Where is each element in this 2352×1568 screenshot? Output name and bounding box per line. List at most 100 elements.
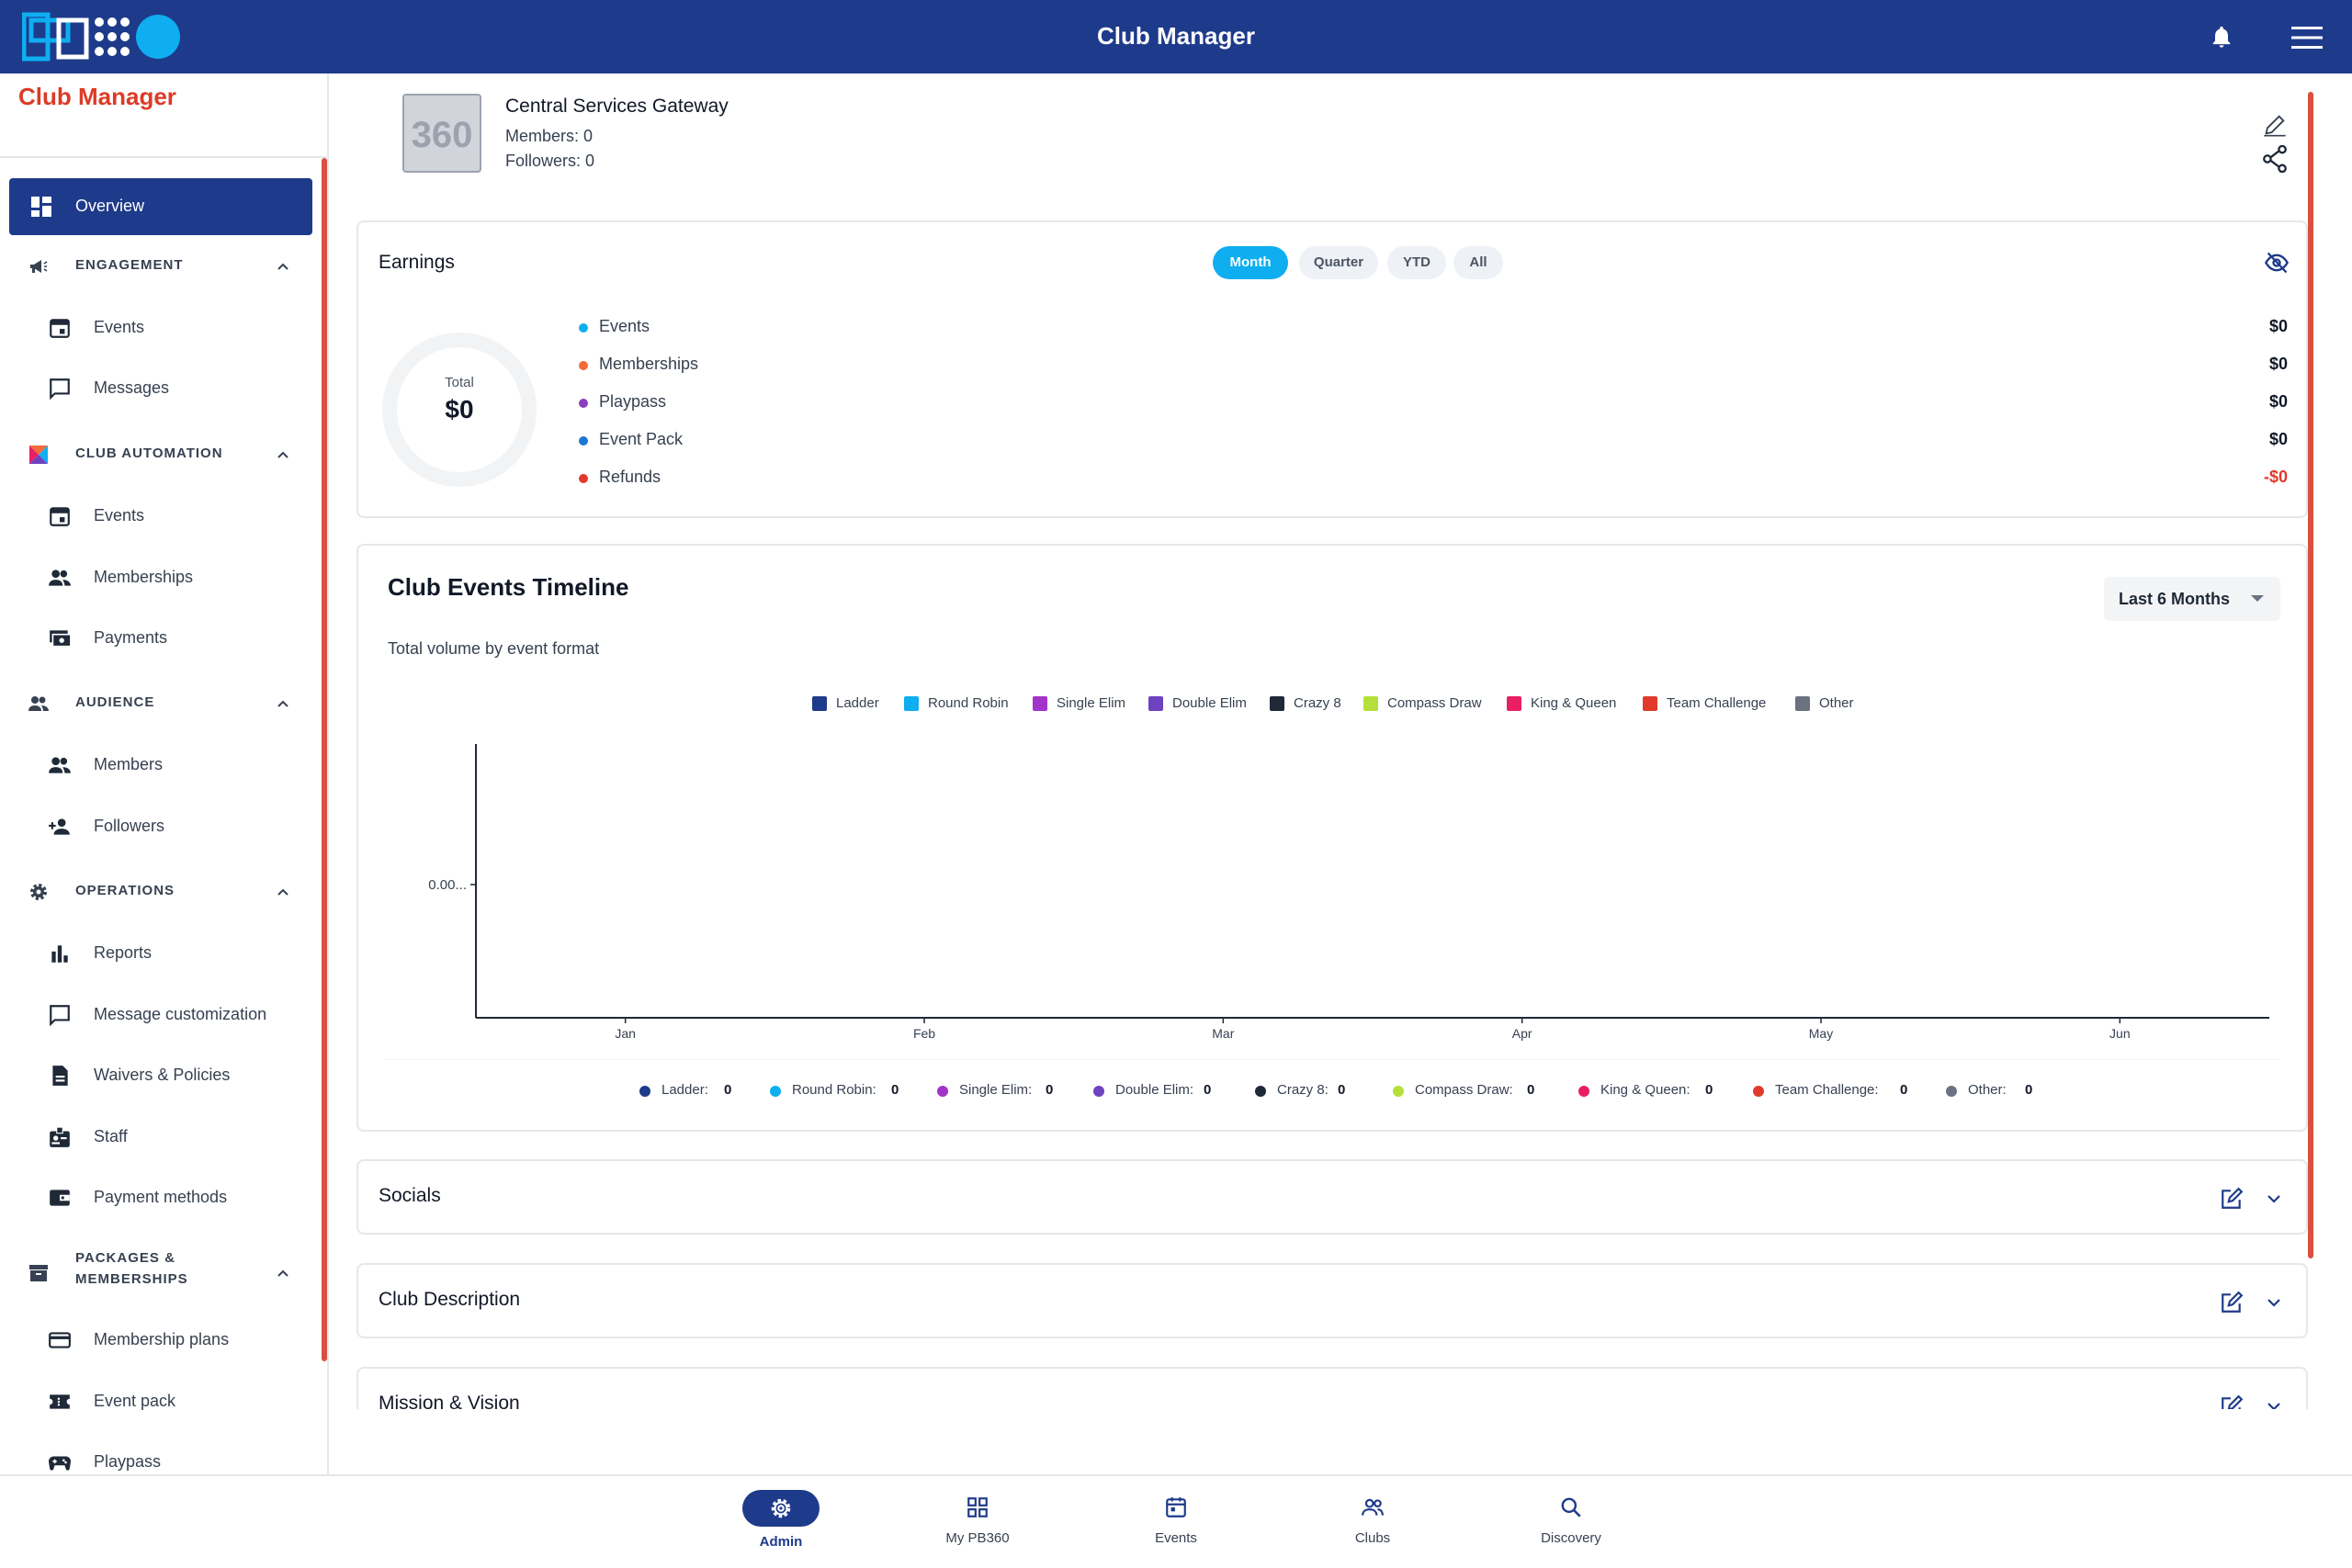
menu-icon[interactable] — [2291, 26, 2323, 50]
earnings-title: Earnings — [379, 252, 455, 273]
chevron-up-icon[interactable] — [274, 257, 292, 276]
summary-dot — [937, 1086, 948, 1097]
section-audience[interactable]: AUDIENCE — [0, 685, 327, 722]
legend-swatch — [1643, 696, 1657, 711]
chevron-down-icon[interactable] — [2264, 1189, 2284, 1209]
pb360-logo[interactable] — [22, 11, 206, 62]
summary-dot — [1093, 1086, 1104, 1097]
chevron-down-icon[interactable] — [2264, 1292, 2284, 1313]
legend-dot — [579, 399, 588, 408]
earnings-card: Earnings Month Quarter YTD All Total $0 … — [356, 220, 2308, 518]
legend-swatch — [1507, 696, 1521, 711]
earnings-donut: Total $0 — [382, 333, 537, 487]
section-engagement[interactable]: ENGAGEMENT — [0, 248, 327, 285]
socials-accordion[interactable]: Socials — [356, 1159, 2308, 1235]
sidebar-item-engagement-events[interactable]: Events — [0, 307, 312, 349]
legend-swatch — [1363, 696, 1378, 711]
eye-off-icon[interactable] — [2264, 250, 2290, 276]
sidebar-item-followers[interactable]: Followers — [0, 806, 312, 848]
edit-icon[interactable] — [2220, 1394, 2244, 1409]
earnings-row-label: Event Pack — [599, 430, 684, 448]
sidebar-item-label: Event pack — [94, 1392, 176, 1410]
section-label: OPERATIONS — [75, 883, 175, 898]
earnings-row-label: Refunds — [599, 468, 662, 486]
summary-value: 0 — [1705, 1082, 1713, 1098]
sidebar-item-payment-methods[interactable]: Payment methods — [0, 1177, 312, 1219]
timeline-subtitle: Total volume by event format — [388, 639, 600, 658]
period-all-tab[interactable]: All — [1453, 246, 1503, 279]
sidebar-item-label: Membership plans — [94, 1330, 230, 1348]
edit-icon[interactable] — [2220, 1187, 2244, 1211]
edit-icon[interactable] — [2220, 1291, 2244, 1314]
mission-vision-accordion[interactable]: Mission & Vision — [356, 1367, 2308, 1409]
sidebar-item-messages[interactable]: Messages — [0, 367, 312, 410]
summary-dot — [1255, 1086, 1266, 1097]
bar-chart-icon — [51, 945, 68, 963]
legend-swatch — [1148, 696, 1163, 711]
main-scrollbar[interactable] — [2308, 92, 2313, 1258]
payments-icon — [50, 630, 72, 648]
summary-label: Ladder: — [662, 1082, 708, 1098]
section-club-automation[interactable]: CLUB AUTOMATION — [0, 436, 327, 473]
wallet-icon — [50, 1190, 70, 1206]
chevron-down-icon[interactable] — [2264, 1396, 2284, 1409]
sidebar-item-memberships[interactable]: Memberships — [0, 557, 312, 599]
bell-icon[interactable] — [2209, 24, 2234, 50]
earnings-row: Refunds -$0 — [579, 465, 2288, 492]
club-description-accordion[interactable]: Club Description — [356, 1263, 2308, 1338]
accordion-title: Club Description — [379, 1289, 521, 1310]
legend-label: King & Queen — [1531, 695, 1617, 711]
earnings-row-label: Memberships — [599, 355, 699, 373]
summary-dot — [1753, 1086, 1764, 1097]
earnings-row: Event Pack $0 — [579, 427, 2288, 455]
sidebar-item-staff[interactable]: Staff — [0, 1116, 312, 1158]
sidebar-item-playpass[interactable]: Playpass — [0, 1441, 312, 1474]
sidebar-item-reports[interactable]: Reports — [0, 932, 312, 975]
donut-total-label: Total — [445, 375, 474, 390]
x-tick-label: Mar — [1212, 1026, 1234, 1041]
sidebar-item-membership-plans[interactable]: Membership plans — [0, 1319, 312, 1361]
nav-admin[interactable]: Admin — [726, 1490, 836, 1560]
legend-label: Double Elim — [1172, 695, 1247, 711]
chevron-up-icon[interactable] — [274, 1264, 292, 1282]
earnings-row: Memberships $0 — [579, 352, 2288, 379]
sidebar-item-members[interactable]: Members — [0, 744, 312, 786]
dashboard-icon — [31, 197, 51, 217]
chevron-up-icon[interactable] — [274, 446, 292, 464]
period-month-tab[interactable]: Month — [1213, 246, 1288, 279]
nav-label: Clubs — [1354, 1530, 1391, 1546]
people-icon — [49, 757, 71, 773]
sidebar-scrollbar[interactable] — [322, 158, 327, 1361]
sidebar-item-message-customization[interactable]: Message customization — [0, 994, 312, 1036]
section-packages[interactable]: PACKAGES & MEMBERSHIPS — [0, 1247, 327, 1299]
sidebar-item-label: Members — [94, 755, 164, 773]
legend-dot — [579, 361, 588, 370]
nav-discovery[interactable]: Discovery — [1516, 1490, 1626, 1560]
section-label: PACKAGES & — [75, 1250, 175, 1266]
legend-label: Compass Draw — [1387, 695, 1482, 711]
chevron-up-icon[interactable] — [274, 883, 292, 901]
legend-label: Crazy 8 — [1294, 695, 1341, 711]
nav-clubs[interactable]: Clubs — [1317, 1490, 1428, 1560]
sidebar-item-label: Message customization — [94, 1005, 267, 1023]
sidebar-item-event-pack[interactable]: Event pack — [0, 1381, 312, 1423]
credit-card-icon — [49, 1332, 71, 1348]
sidebar-item-overview[interactable]: Overview — [9, 178, 312, 235]
period-ytd-tab[interactable]: YTD — [1387, 246, 1446, 279]
sidebar-item-label: Payments — [94, 628, 168, 647]
sidebar-item-automation-events[interactable]: Events — [0, 495, 312, 537]
period-quarter-tab[interactable]: Quarter — [1299, 246, 1378, 279]
chevron-up-icon[interactable] — [274, 694, 292, 713]
sidebar-divider — [0, 156, 327, 158]
range-select[interactable]: Last 6 Months — [2104, 577, 2280, 621]
nav-my-pb360[interactable]: My PB360 — [922, 1490, 1033, 1560]
section-operations[interactable]: OPERATIONS — [0, 874, 327, 910]
sidebar-item-payments[interactable]: Payments — [0, 617, 312, 660]
club-name: Central Services Gateway — [505, 96, 729, 117]
sidebar-item-waivers[interactable]: Waivers & Policies — [0, 1055, 312, 1097]
pencil-icon[interactable] — [2262, 112, 2288, 138]
summary-value: 0 — [1900, 1082, 1908, 1098]
accordion-title: Socials — [379, 1185, 441, 1206]
nav-events[interactable]: Events — [1121, 1490, 1231, 1560]
share-icon[interactable] — [2262, 145, 2288, 173]
